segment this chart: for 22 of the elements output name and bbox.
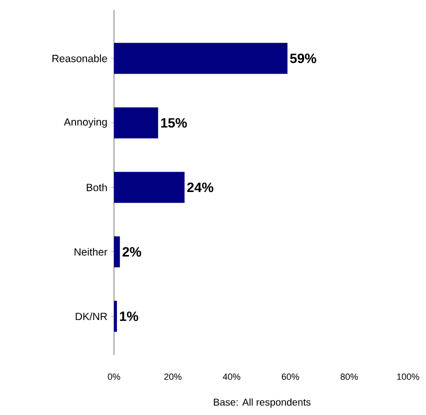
data-label: 2% [122,247,142,257]
x-tick-label: 80% [340,374,358,380]
text: Base: All respondents [214,398,311,408]
y-tick-label: Reasonable [52,54,107,62]
data-label: 24% [187,182,214,192]
bar [114,236,120,268]
data-label: 59% [290,54,316,64]
data-label: 1% [120,312,138,322]
x-tick-label: 20% [164,374,182,380]
y-tick-label: DK/NR [76,312,107,320]
y-tick-label: Both [86,183,107,192]
bar [114,107,158,138]
bar [114,42,288,74]
data-label: 15% [161,118,187,128]
x-tick-label: 100% [397,374,420,380]
y-tick-label: Annoying [64,118,107,128]
y-tick-label: Neither [74,248,108,256]
x-tick-label: 60% [282,374,300,380]
bar [114,300,117,332]
x-tick-label: 0% [108,374,120,380]
bar [114,172,185,203]
x-tick-label: 40% [222,374,240,380]
